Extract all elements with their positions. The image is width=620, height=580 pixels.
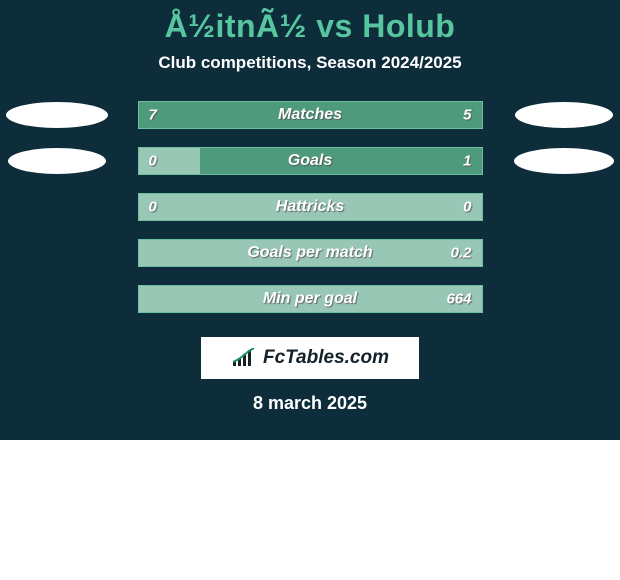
stat-label: Goals per match bbox=[247, 244, 372, 262]
player-ellipse-right bbox=[515, 102, 613, 128]
stat-row: Min per goal 664 bbox=[0, 285, 620, 313]
stat-label: Matches bbox=[278, 106, 342, 124]
player-left-slot bbox=[2, 102, 112, 128]
stat-bar: 0 Goals 1 bbox=[138, 147, 483, 175]
stat-value-left: 0 bbox=[149, 153, 157, 170]
stat-bar: 0 Hattricks 0 bbox=[138, 193, 483, 221]
footer-date: 8 march 2025 bbox=[0, 393, 620, 414]
player-right-slot bbox=[509, 148, 619, 174]
footer-badge-text: FcTables.com bbox=[263, 347, 389, 369]
stat-value-right: 5 bbox=[463, 107, 471, 124]
comparison-card: Å½itnÃ½ vs Holub Club competitions, Seas… bbox=[0, 0, 620, 440]
player-ellipse-right bbox=[514, 148, 614, 174]
stat-value-right: 1 bbox=[463, 153, 471, 170]
stat-row: 0 Hattricks 0 bbox=[0, 193, 620, 221]
stat-label: Min per goal bbox=[263, 290, 357, 308]
stat-bar: Min per goal 664 bbox=[138, 285, 483, 313]
player-left-slot bbox=[2, 148, 112, 174]
stat-label: Goals bbox=[288, 152, 332, 170]
stat-value-right: 0.2 bbox=[451, 245, 472, 262]
stat-row: Goals per match 0.2 bbox=[0, 239, 620, 267]
player-ellipse-left bbox=[8, 148, 106, 174]
stat-value-left: 0 bbox=[149, 199, 157, 216]
stat-value-right: 664 bbox=[446, 291, 471, 308]
subtitle: Club competitions, Season 2024/2025 bbox=[0, 53, 620, 73]
stat-row: 7 Matches 5 bbox=[0, 101, 620, 129]
bars-icon bbox=[231, 348, 257, 368]
stat-rows: 7 Matches 5 0 Goals 1 0 Hattricks 0 Goals per mat… bbox=[0, 101, 620, 313]
stat-value-left: 7 bbox=[149, 107, 157, 124]
stat-label: Hattricks bbox=[276, 198, 344, 216]
stat-value-right: 0 bbox=[463, 199, 471, 216]
player-right-slot bbox=[509, 102, 619, 128]
footer-badge: FcTables.com bbox=[201, 337, 419, 379]
stat-bar: Goals per match 0.2 bbox=[138, 239, 483, 267]
stat-bar: 7 Matches 5 bbox=[138, 101, 483, 129]
stat-row: 0 Goals 1 bbox=[0, 147, 620, 175]
bar-fill-right bbox=[200, 148, 481, 174]
player-ellipse-left bbox=[6, 102, 108, 128]
page-title: Å½itnÃ½ vs Holub bbox=[0, 8, 620, 45]
